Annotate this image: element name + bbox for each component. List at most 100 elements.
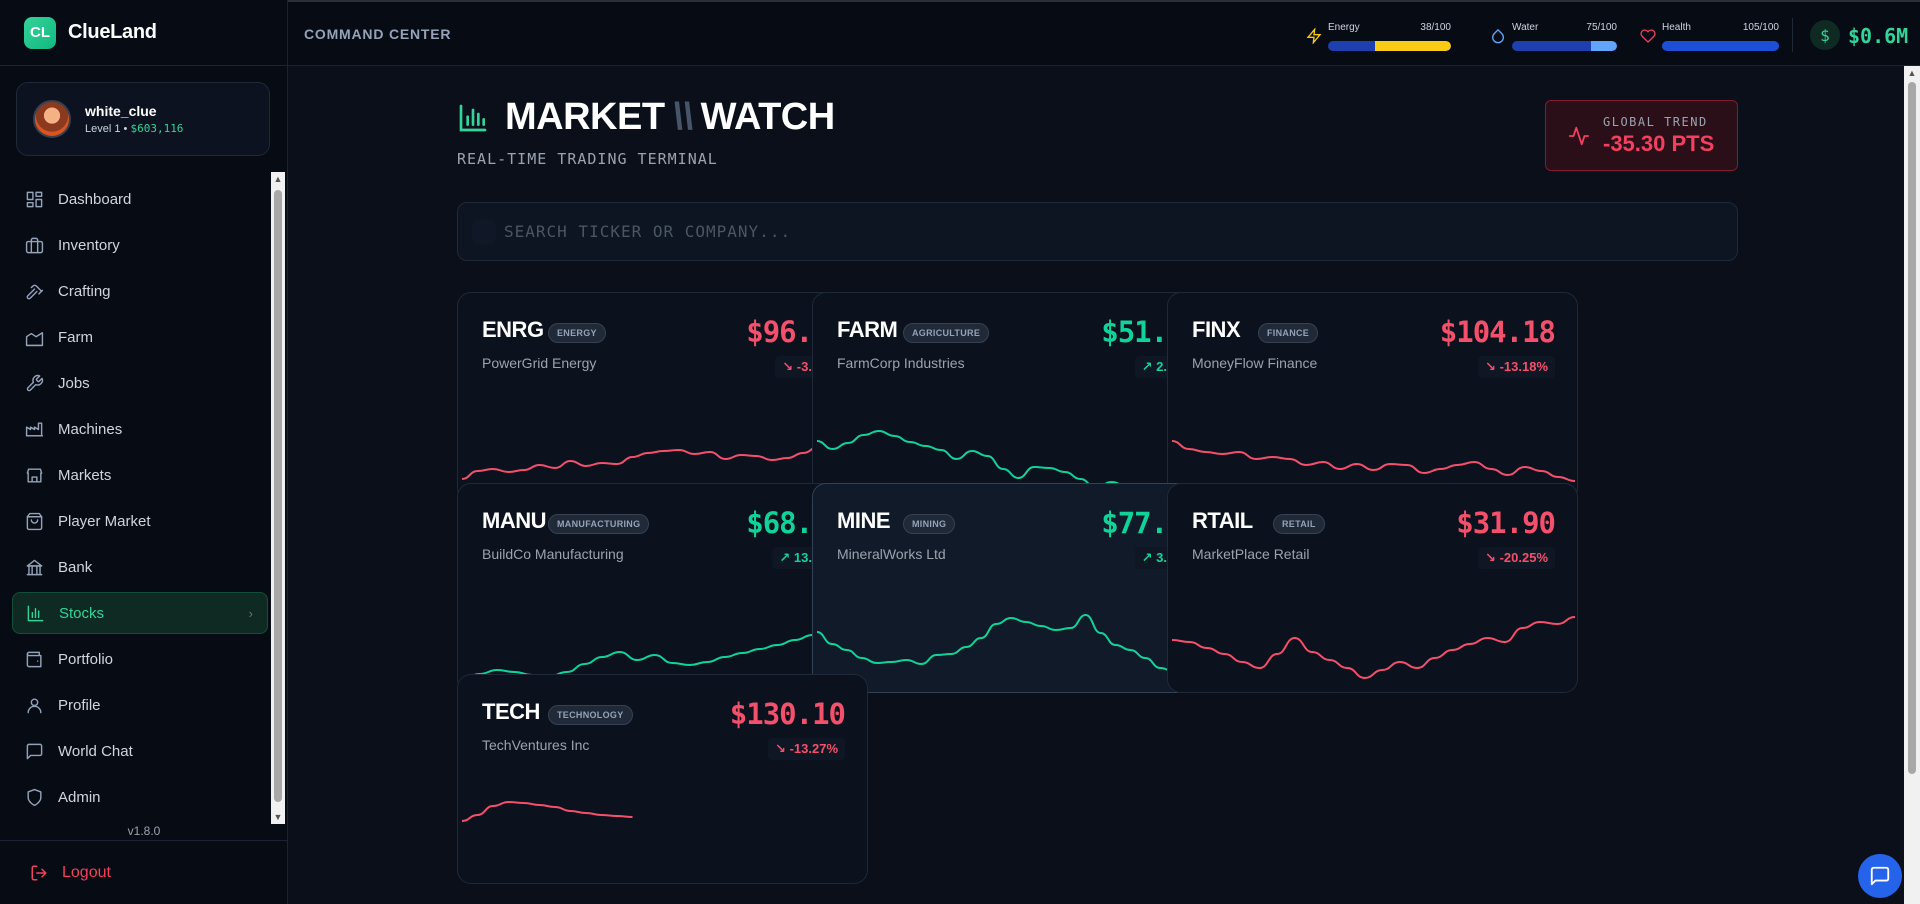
sidebar-item-label: Inventory [58,236,120,254]
sparkline-path [1171,616,1576,680]
factory-icon [24,419,44,439]
logout-button[interactable]: Logout [0,840,288,904]
trend-down-icon: ↘ [782,359,794,374]
trend-down-icon: ↘ [1485,550,1496,565]
search-box[interactable] [457,202,1738,261]
stock-card-manu[interactable]: MANU MANUFACTURING BuildCo Manufacturing $6… [457,483,868,693]
stock-card-rtail[interactable]: RTAIL RETAIL MarketPlace Retail $31.90 ↘ -20… [1167,483,1578,693]
sidebar-item-bank[interactable]: Bank [12,546,268,588]
change-badge: ↘ -13.27% [768,738,845,760]
sidebar-item-label: World Chat [58,742,133,760]
change-badge: ↘ -20.25% [1478,547,1555,569]
page-title: COMMAND CENTER [304,26,452,42]
sidebar-item-machines[interactable]: Machines [12,408,268,450]
user-level: Level 1 • [85,123,128,135]
sidebar-item-stocks[interactable]: Stocks › [12,592,268,634]
store-icon [24,465,44,485]
sidebar: CL ClueLand white_clue Level 1 • $603,11… [0,0,288,904]
lightning-icon [1306,28,1322,44]
sidebar-item-label: Dashboard [58,190,132,208]
sparkline-path [1171,440,1576,482]
sidebar-item-profile[interactable]: Profile [12,684,268,726]
market-subtitle: REAL-TIME TRADING TERMINAL [457,150,718,168]
sidebar-item-inventory[interactable]: Inventory [12,224,268,266]
sidebar-item-admin[interactable]: Admin [12,776,268,818]
sidebar-item-farm[interactable]: Farm [12,316,268,358]
water-bar-fill [1590,41,1617,51]
brand[interactable]: CL ClueLand [0,0,287,66]
change-value: -13.27% [789,741,838,756]
sidebar-scrollbar[interactable]: ▲ ▼ [271,172,285,824]
sidebar-item-player-market[interactable]: Player Market [12,500,268,542]
sparkline-path [461,617,866,681]
stock-card-tech[interactable]: TECH TECHNOLOGY TechVentures Inc $130.10 ↘ -… [457,674,868,884]
bank-icon [24,557,44,577]
energy-bar-fill [1374,41,1451,51]
version-label: v1.8.0 [127,824,161,838]
health-value: 105/100 [1742,22,1779,33]
company-name: FarmCorp Industries [837,355,965,371]
sidebar-item-portfolio[interactable]: Portfolio [12,638,268,680]
shield-icon [24,787,44,807]
stock-price: $104.18 [1439,315,1556,349]
sidebar-item-crafting[interactable]: Crafting [12,270,268,312]
stock-card-finx[interactable]: FINX FINANCE MoneyFlow Finance $104.18 ↘ -13… [1167,292,1578,502]
scrollbar-thumb[interactable] [274,190,282,802]
sidebar-item-label: Machines [58,420,123,438]
user-card[interactable]: white_clue Level 1 • $603,116 [16,82,270,156]
stock-price: $130.10 [729,697,846,731]
global-trend-card: GLOBAL TREND -35.30 PTS [1545,100,1738,171]
trend-up-icon: ↗ [1141,550,1153,565]
title-part-watch: WATCH [700,96,836,138]
sector-badge: MANUFACTURING [548,514,650,534]
bar-chart-icon [459,104,487,132]
title-slash: \\ [672,96,694,138]
heart-icon [1640,29,1656,43]
wrench-icon [24,373,44,393]
sidebar-item-dashboard[interactable]: Dashboard [12,178,268,220]
avatar [33,100,71,138]
sparkline-path [816,613,1221,677]
sidebar-item-markets[interactable]: Markets [12,454,268,496]
search-input[interactable] [504,203,1704,260]
search-icon [472,220,496,244]
sparkline-chart [1171,440,1576,482]
trend-down-icon: ↘ [1485,359,1496,374]
page-scroll-up-icon[interactable]: ▲ [1907,68,1917,78]
sector-badge: FINANCE [1258,323,1319,343]
chat-button[interactable] [1858,854,1902,898]
sidebar-item-label: Profile [58,696,101,714]
sidebar-item-label: Jobs [58,374,90,392]
scroll-down-arrow-icon[interactable]: ▼ [273,812,283,822]
sidebar-item-label: Markets [58,466,112,484]
trend-down-icon: ↘ [775,741,786,756]
sidebar-item-label: Stocks [59,604,105,622]
sidebar-item-jobs[interactable]: Jobs [12,362,268,404]
sparkline-path [461,800,633,822]
brand-logo: CL [24,16,56,49]
page-scrollbar-thumb[interactable] [1908,82,1916,774]
change-badge: ↘ -13.18% [1478,356,1555,378]
scroll-up-arrow-icon[interactable]: ▲ [273,174,283,184]
company-name: MarketPlace Retail [1192,546,1310,562]
sidebar-nav: Dashboard Inventory Crafting Farm Jobs Machin… [12,178,268,822]
main-content: MARKET \\ WATCH REAL-TIME TRADING TERMINAL… [288,66,1904,904]
sidebar-item-world-chat[interactable]: World Chat [12,730,268,772]
chevron-right-icon: › [248,605,253,621]
stock-ticker: FARM [837,317,898,342]
company-name: TechVentures Inc [482,737,590,753]
energy-label: Energy [1328,22,1360,33]
sidebar-item-label: Player Market [58,512,151,530]
global-trend-value: -35.30 PTS [1603,131,1715,156]
sparkline-path [461,431,866,480]
page-scrollbar[interactable]: ▲ [1904,66,1920,904]
trend-up-icon: ↗ [779,550,791,565]
stock-price: $31.90 [1456,506,1556,540]
stock-card-farm[interactable]: FARM AGRICULTURE FarmCorp Industries $51.38… [812,292,1223,502]
energy-bar [1328,41,1451,51]
bag-icon [24,511,44,531]
sidebar-item-label: Bank [58,558,93,576]
